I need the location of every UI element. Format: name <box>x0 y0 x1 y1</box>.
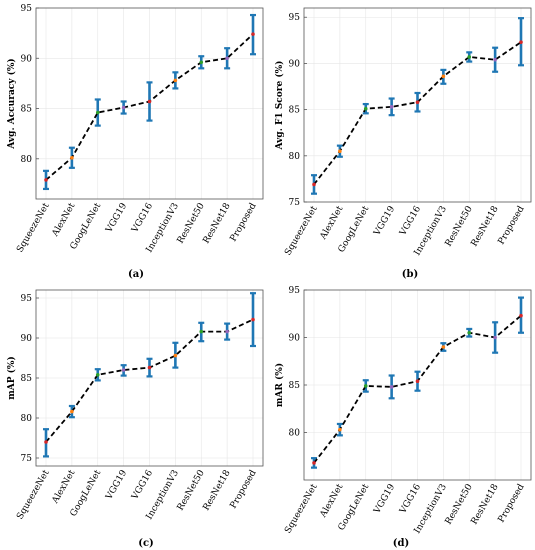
y-tick-label: 90 <box>289 334 301 344</box>
data-point <box>338 427 342 432</box>
y-tick-label: 95 <box>289 13 301 23</box>
y-tick-label: 90 <box>21 54 33 64</box>
data-point <box>493 335 497 340</box>
x-tick-label: Proposed <box>497 204 527 246</box>
data-point <box>225 56 229 61</box>
y-tick-label: 80 <box>289 429 301 439</box>
x-tick-label: SqueezeNet <box>15 468 51 521</box>
data-point <box>44 178 48 182</box>
x-tick-label: VGG16 <box>130 201 155 235</box>
y-axis-label: mAR (%) <box>274 363 285 407</box>
y-tick-label: 90 <box>21 334 33 344</box>
plot-frame <box>35 7 264 200</box>
data-point <box>70 409 74 414</box>
x-tick-label: VGG16 <box>398 482 423 516</box>
x-tick-label: AlexNet <box>50 201 78 239</box>
data-point <box>95 110 100 115</box>
data-point <box>121 368 126 372</box>
data-point <box>70 155 74 160</box>
x-tick-label: VGG19 <box>104 201 129 235</box>
y-tick-label: 85 <box>289 381 301 391</box>
x-tick-label: VGG19 <box>372 482 397 516</box>
x-tick-label: Proposed <box>229 468 259 510</box>
x-tick-label: VGG19 <box>104 468 129 502</box>
x-tick-label: Proposed <box>229 201 259 243</box>
x-tick-label: SqueezeNet <box>283 482 319 535</box>
chart-panel-1: 80 85 90 95 Avg. Accuracy (%) SqueezeNetAlexN… <box>6 4 264 280</box>
data-point <box>415 100 420 105</box>
data-point <box>467 330 472 335</box>
y-tick-label: 95 <box>21 294 33 304</box>
y-tick-label: 95 <box>21 4 33 14</box>
y-axis-label: Avg. Accuracy (%) <box>6 58 17 149</box>
y-tick-label: 90 <box>289 59 301 69</box>
data-point <box>363 106 368 111</box>
y-tick-label: 85 <box>21 374 33 384</box>
x-tick-label: AlexNet <box>50 468 78 506</box>
data-point <box>199 329 204 334</box>
x-tick-label: VGG16 <box>130 468 155 502</box>
panel-label: (c) <box>138 538 154 549</box>
data-point <box>173 78 178 83</box>
panel-label: (d) <box>393 538 409 549</box>
data-point <box>199 60 204 65</box>
y-tick-label: 75 <box>21 454 33 464</box>
data-point <box>389 385 394 389</box>
data-point <box>251 317 255 322</box>
x-tick-label: VGG16 <box>398 204 423 238</box>
data-point <box>312 461 316 465</box>
y-tick-label: 85 <box>289 106 301 116</box>
y-tick-label: 95 <box>289 286 301 296</box>
x-tick-label: AlexNet <box>318 482 346 520</box>
data-point <box>389 105 394 109</box>
data-point <box>519 40 523 44</box>
data-point <box>121 105 126 110</box>
y-tick-label: 85 <box>21 105 33 115</box>
y-tick-label: 75 <box>289 198 301 208</box>
data-point <box>441 74 446 79</box>
data-point <box>44 440 48 444</box>
chart-panel-2: 75 80 85 90 95 Avg. F1 Score (%) SqueezeNetAle… <box>274 7 532 280</box>
data-point <box>173 353 178 358</box>
panel-label: (b) <box>402 269 418 280</box>
data-point <box>519 313 523 318</box>
y-axis-label: mAP (%) <box>6 356 17 399</box>
data-point <box>147 99 152 104</box>
data-point <box>441 345 446 349</box>
data-point <box>147 365 152 370</box>
x-tick-label: SqueezeNet <box>15 201 51 254</box>
y-tick-label: 80 <box>21 414 33 424</box>
data-point <box>251 32 255 36</box>
y-tick-label: 80 <box>289 152 301 162</box>
data-point <box>493 57 497 62</box>
plot-frame <box>303 7 532 203</box>
y-axis-label: Avg. F1 Score (%) <box>274 61 285 151</box>
data-point <box>225 329 229 334</box>
y-tick-label: 80 <box>21 155 33 165</box>
data-point <box>312 182 316 187</box>
x-tick-label: AlexNet <box>318 204 346 242</box>
data-point <box>415 379 420 384</box>
data-point <box>95 373 100 377</box>
data-point <box>467 55 472 59</box>
x-tick-label: Proposed <box>497 482 527 524</box>
panel-label: (a) <box>128 269 144 280</box>
data-point <box>363 384 368 388</box>
x-tick-label: VGG19 <box>372 204 397 238</box>
data-point <box>338 149 342 153</box>
x-tick-label: SqueezeNet <box>283 204 319 257</box>
